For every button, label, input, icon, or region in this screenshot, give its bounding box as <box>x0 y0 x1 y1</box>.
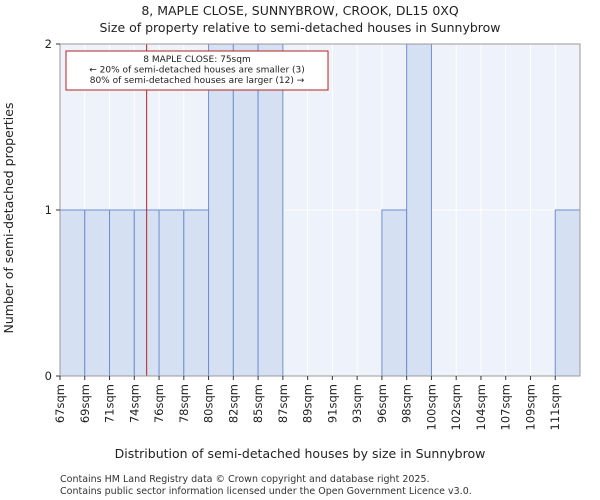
x-tick-label: 71sqm <box>103 384 117 423</box>
x-tick-label: 93sqm <box>350 384 364 423</box>
x-tick-label: 104sqm <box>474 384 488 430</box>
y-axis-label: Number of semi-detached properties <box>1 103 16 334</box>
x-tick-label: 80sqm <box>202 384 216 423</box>
bar-78sqm <box>183 209 210 377</box>
x-tick-label: 96sqm <box>375 384 389 423</box>
bar-67sqm <box>59 209 86 377</box>
bar-98sqm <box>406 43 432 377</box>
annotation-box <box>65 50 329 91</box>
plot-area: 8 MAPLE CLOSE: 75sqm ← 20% of semi-detac… <box>59 43 581 377</box>
x-tick-label: 82sqm <box>226 384 240 423</box>
bar-85sqm <box>257 43 284 377</box>
x-tick-label: 98sqm <box>400 384 414 423</box>
x-tick-label: 74sqm <box>127 384 141 423</box>
x-tick-label: 76sqm <box>152 384 166 423</box>
x-axis-label: Distribution of semi-detached houses by … <box>115 446 486 461</box>
bar-76sqm <box>158 209 185 377</box>
bar-111sqm <box>554 209 581 377</box>
x-tick-label: 67sqm <box>53 384 67 423</box>
x-tick-label: 89sqm <box>301 384 315 423</box>
x-tick-label: 91sqm <box>325 384 339 423</box>
chart-subtitle: Size of property relative to semi-detach… <box>99 20 500 35</box>
x-tick-label: 100sqm <box>424 384 438 430</box>
y-tick-label: 2 <box>45 37 52 51</box>
y-tick-label: 1 <box>45 203 52 217</box>
x-tick-label: 69sqm <box>78 384 92 423</box>
x-tick-label: 87sqm <box>276 384 290 423</box>
footer-line-1: Contains HM Land Registry data © Crown c… <box>60 474 430 485</box>
footer-line-2: Contains public sector information licen… <box>60 486 472 497</box>
bar-69sqm <box>84 209 111 377</box>
bar-96sqm <box>381 209 408 377</box>
bar-82sqm <box>232 43 259 377</box>
annotation-line-3: 80% of semi-detached houses are larger (… <box>90 76 305 86</box>
x-tick-label: 111sqm <box>548 384 562 430</box>
chart-title: 8, MAPLE CLOSE, SUNNYBROW, CROOK, DL15 0… <box>141 3 459 18</box>
y-tick-label: 0 <box>45 369 52 383</box>
x-tick-label: 78sqm <box>177 384 191 423</box>
annotation-line-2: ← 20% of semi-detached houses are smalle… <box>89 66 305 76</box>
x-axis-ticks: 67sqm 69sqm 71sqm 74sqm 76sqm 78sqm 80sqm 82sqm… <box>53 376 562 430</box>
annotation-line-1: 8 MAPLE CLOSE: 75sqm <box>143 55 250 65</box>
bar-71sqm <box>109 209 135 377</box>
x-tick-label: 107sqm <box>499 384 513 430</box>
x-tick-label: 85sqm <box>251 384 265 423</box>
bar-80sqm <box>208 43 234 377</box>
x-tick-label: 109sqm <box>523 384 537 430</box>
x-tick-label: 102sqm <box>449 384 463 430</box>
y-axis-ticks: 0 1 2 <box>45 37 60 383</box>
